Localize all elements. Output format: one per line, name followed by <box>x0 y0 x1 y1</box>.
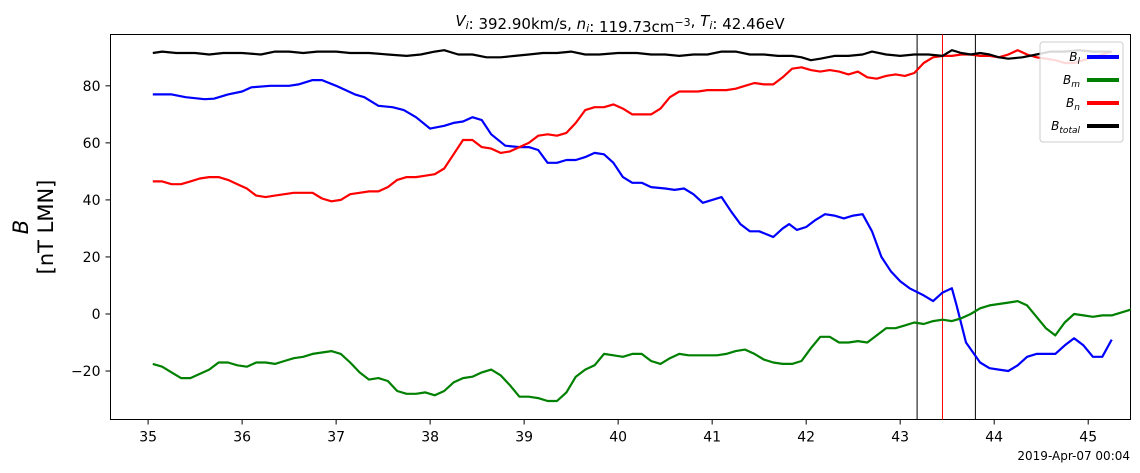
x-tick-label: 35 <box>139 430 157 446</box>
plot-frame <box>110 34 1131 420</box>
y-tick-label: 60 <box>83 136 101 152</box>
series-layer <box>152 49 1131 403</box>
x-tick-label: 39 <box>515 430 533 446</box>
y-axis-label-line2: [nT LMN] <box>34 180 58 275</box>
y-axis-label-line1: B <box>9 220 33 234</box>
legend-box <box>1039 41 1124 143</box>
vlines-layer <box>916 34 976 420</box>
x-tick-label: 36 <box>233 430 251 446</box>
series-line-btotal <box>152 49 1112 62</box>
legend-label-bm: Bm <box>1063 73 1080 90</box>
y-tick-label: 0 <box>92 307 101 323</box>
y-tick-label: 40 <box>83 193 101 209</box>
legend-label-bl: Bl <box>1069 50 1080 67</box>
legend-label-btotal: Btotal <box>1051 119 1080 136</box>
axes-layer: 35 36 37 38 39 40 41 42 43 44 45 −20 0 20 40 60 80 <box>71 79 1097 446</box>
x-tick-label: 43 <box>891 430 909 446</box>
y-tick-label: −20 <box>71 364 101 380</box>
y-axis-label: B [nT LMN] <box>9 180 58 275</box>
footer-timestamp: 2019-Apr-07 00:04 <box>1017 449 1130 463</box>
x-tick-label: 44 <box>985 430 1003 446</box>
y-tick-label: 20 <box>83 250 101 266</box>
series-line-bl <box>152 78 1113 373</box>
legend: Bl Bm Bn Btotal <box>1039 41 1124 143</box>
x-tick-label: 40 <box>609 430 627 446</box>
series-line-bn <box>152 49 1113 203</box>
x-tick-label: 45 <box>1079 430 1097 446</box>
series-line-bm <box>152 300 1131 403</box>
x-tick-label: 37 <box>327 430 345 446</box>
legend-items: Bl Bm Bn Btotal <box>1051 50 1119 136</box>
x-tick-label: 41 <box>703 430 721 446</box>
legend-label-bn: Bn <box>1066 96 1080 113</box>
x-tick-label: 38 <box>421 430 439 446</box>
x-tick-label: 42 <box>797 430 815 446</box>
chart-title: Vi: 392.90km/s, ni: 119.73cm−3, Ti: 42.4… <box>455 12 785 36</box>
y-tick-label: 80 <box>83 79 101 95</box>
